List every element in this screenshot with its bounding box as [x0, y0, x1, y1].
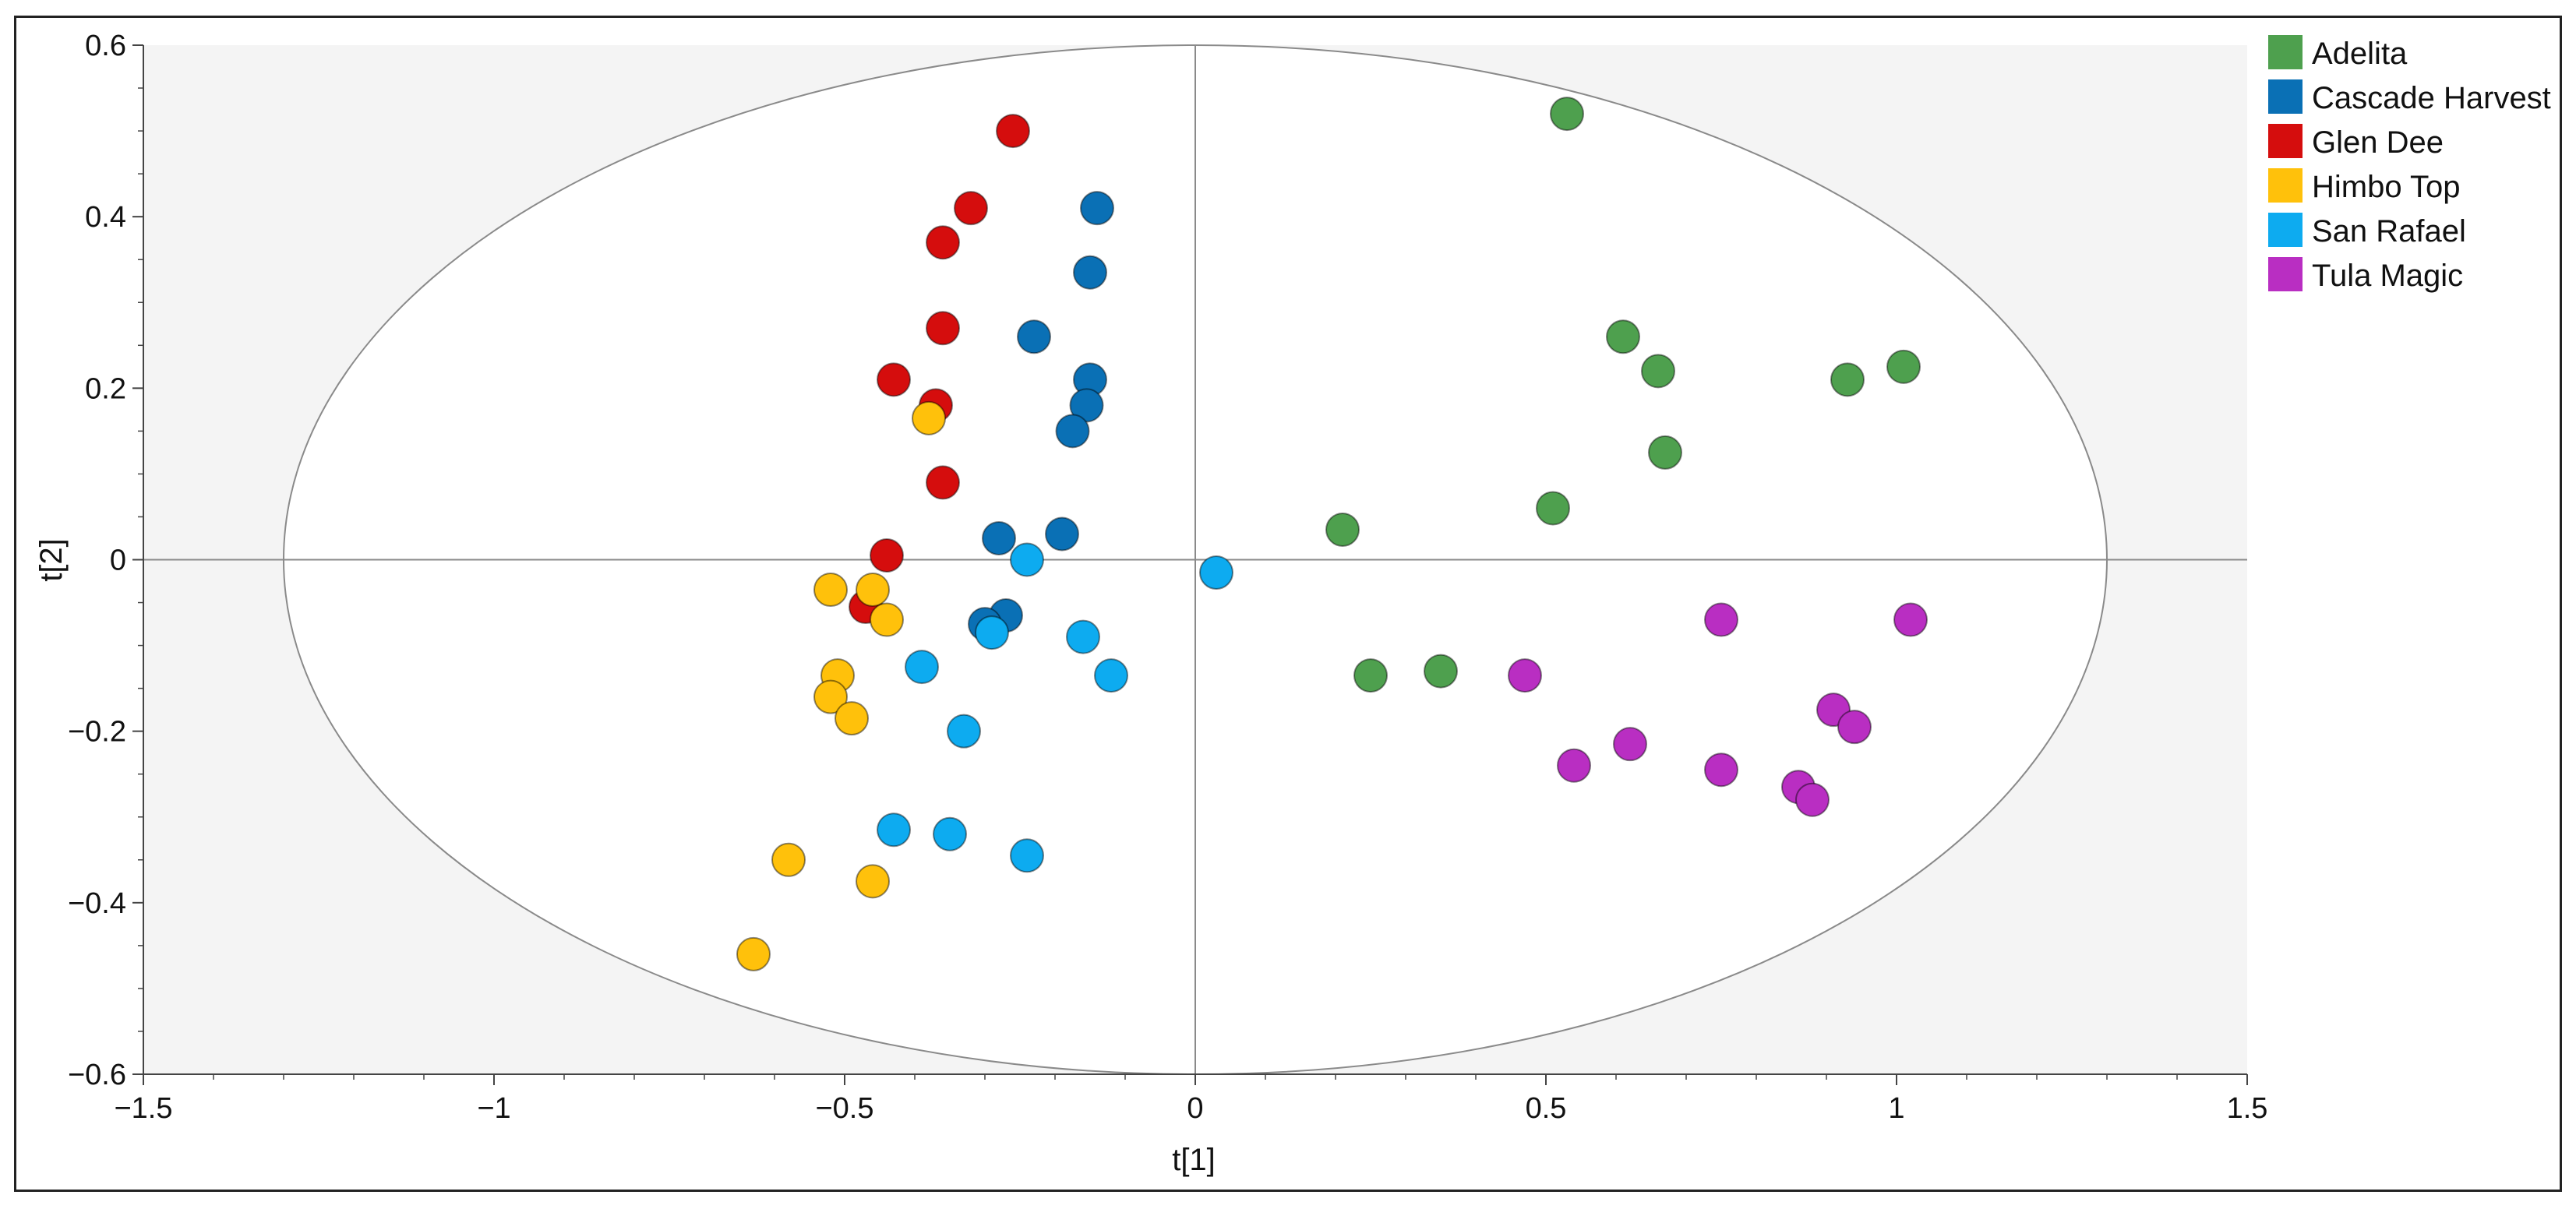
data-point	[1893, 602, 1928, 637]
data-point	[813, 679, 848, 714]
data-point	[1094, 658, 1128, 693]
chart-frame: −1.5 −1 −0.5 0 0.5 1 1.5 0.6 0.4 0.2 0 −0.2 −0.4 −0.6…	[14, 16, 2562, 1192]
data-point	[1704, 753, 1738, 788]
series-himbo-top	[736, 400, 946, 971]
legend-swatch	[2268, 168, 2303, 203]
data-point	[1648, 435, 1682, 470]
x-tick-label: 1.5	[2227, 1092, 2268, 1125]
data-point	[856, 573, 890, 608]
data-point	[1795, 782, 1830, 817]
x-tick-label: −1	[477, 1092, 510, 1125]
data-point	[1055, 414, 1090, 449]
data-point	[1508, 658, 1542, 693]
data-point	[856, 864, 890, 899]
legend-label: Adelita	[2312, 37, 2408, 71]
data-point	[1010, 838, 1044, 873]
data-point	[1325, 512, 1360, 547]
legend-label: San Rafael	[2312, 214, 2466, 248]
data-point	[870, 538, 904, 573]
legend-entry: Glen Dee	[2268, 124, 2444, 160]
data-point	[975, 615, 1009, 650]
legend-entry: Tula Magic	[2268, 257, 2463, 293]
data-point	[835, 701, 869, 736]
data-point	[1704, 602, 1738, 637]
x-tick-label: −0.5	[815, 1092, 873, 1125]
data-point	[926, 311, 960, 346]
data-point	[736, 936, 771, 971]
data-point	[1606, 319, 1640, 354]
legend-label: Glen Dee	[2312, 125, 2444, 160]
y-tick-label: −0.2	[68, 716, 126, 749]
x-tick-label: 1	[1888, 1092, 1904, 1125]
data-point	[1536, 491, 1570, 526]
data-point	[1010, 542, 1044, 577]
legend-entry: Cascade Harvest	[2268, 79, 2551, 115]
data-point	[1073, 255, 1107, 290]
series-adelita	[1325, 97, 1921, 693]
y-tick-label: 0.4	[85, 201, 126, 234]
data-point	[1830, 362, 1865, 397]
legend-label: Tula Magic	[2312, 259, 2463, 293]
data-point	[1613, 727, 1647, 762]
data-point	[1641, 354, 1675, 389]
legend-swatch	[2268, 124, 2303, 158]
data-point	[1886, 349, 1921, 384]
legend-swatch	[2268, 257, 2303, 291]
series-san-rafael	[877, 542, 1233, 873]
data-point	[905, 650, 939, 685]
legend-entry: Adelita	[2268, 35, 2408, 71]
y-tick-label: −0.6	[68, 1059, 126, 1091]
data-point	[1017, 319, 1051, 354]
x-tick-label: 0.5	[1526, 1092, 1567, 1125]
data-point	[870, 602, 904, 637]
data-point	[1424, 654, 1458, 689]
data-point	[1353, 658, 1388, 693]
legend-entry: Himbo Top	[2268, 168, 2460, 204]
x-axis-title: t[1]	[1172, 1143, 1216, 1177]
y-tick-label: 0	[110, 545, 126, 577]
data-point	[1045, 516, 1079, 552]
series-tula-magic	[1508, 602, 1928, 817]
data-point	[996, 114, 1030, 149]
data-point	[877, 812, 911, 848]
data-point	[982, 520, 1016, 555]
legend-swatch	[2268, 79, 2303, 114]
data-point	[947, 714, 981, 749]
data-point	[813, 573, 848, 608]
x-tick-label: 0	[1187, 1092, 1203, 1125]
legend-swatch	[2268, 213, 2303, 247]
legend-entry: San Rafael	[2268, 213, 2466, 248]
scatter-chart: −1.5 −1 −0.5 0 0.5 1 1.5 0.6 0.4 0.2 0 −0.2 −0.4 −0.6…	[34, 30, 2551, 1177]
data-point	[926, 225, 960, 260]
data-point	[877, 362, 911, 397]
y-tick-label: −0.4	[68, 887, 126, 920]
legend-label: Himbo Top	[2312, 170, 2460, 204]
data-point	[1066, 619, 1100, 654]
y-axis-title: t[2]	[34, 538, 69, 582]
legend-label: Cascade Harvest	[2312, 81, 2551, 115]
data-point	[1069, 388, 1104, 423]
data-point	[1837, 710, 1872, 745]
data-point	[771, 842, 806, 877]
data-point	[912, 400, 946, 435]
data-point	[1080, 191, 1114, 226]
y-tick-label: 0.2	[85, 372, 126, 405]
data-point	[954, 191, 988, 226]
x-tick-label: −1.5	[114, 1092, 172, 1125]
legend-swatch	[2268, 35, 2303, 69]
data-point	[926, 465, 960, 500]
data-point	[1199, 555, 1233, 590]
data-point	[933, 816, 967, 851]
y-tick-label: 0.6	[85, 30, 126, 62]
data-point	[1557, 748, 1591, 783]
data-point	[1550, 97, 1584, 132]
